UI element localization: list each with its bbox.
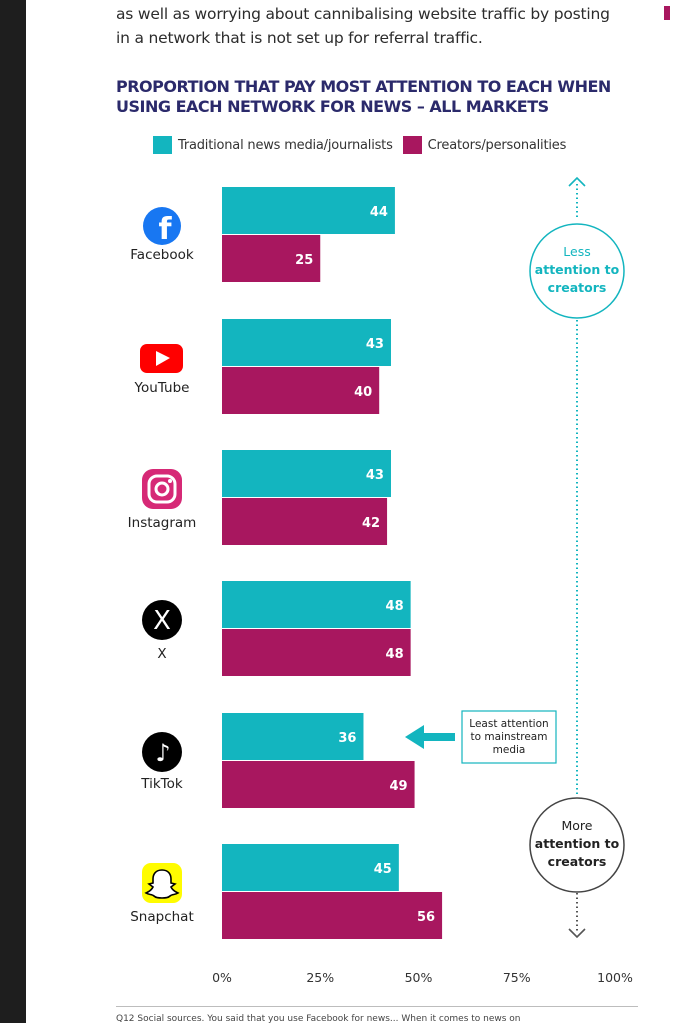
x-tick-label: 75% (503, 970, 531, 985)
bar-youtube-creators (222, 367, 380, 414)
bar-instagram-creators (222, 498, 388, 545)
bar-value-label: 42 (362, 516, 380, 531)
x-glyph: X (153, 606, 171, 636)
intro-paragraph: as well as worrying about cannibalising … (116, 2, 656, 50)
platform-label-snapchat: Snapchat (130, 909, 194, 925)
chart-title: PROPORTION THAT PAY MOST ATTENTION TO EA… (116, 77, 636, 117)
bar-tiktok-traditional (222, 713, 364, 760)
x-icon: X (142, 600, 182, 640)
bar-value-label: 44 (370, 205, 388, 220)
less-attention-text: Less (563, 244, 590, 259)
bottom-divider (116, 1006, 638, 1007)
legend-item-creators: Creators/personalities (402, 136, 567, 154)
youtube-play (156, 351, 170, 366)
bar-value-label: 56 (417, 910, 435, 925)
bar-youtube-traditional (222, 319, 391, 366)
chart-title-line: PROPORTION THAT PAY MOST ATTENTION TO EA… (116, 77, 611, 96)
callout-arrow-shaft (422, 733, 455, 741)
bar-snapchat-traditional (222, 844, 399, 891)
more-attention-text: More (562, 818, 593, 833)
snapchat-ghost (144, 869, 180, 899)
less-attention-text: attention to (535, 262, 620, 277)
bar-facebook-traditional (222, 187, 395, 234)
facebook-circle (143, 207, 181, 245)
instagram-lens (154, 481, 170, 497)
tiktok-circle (142, 732, 182, 772)
facebook-icon: f (143, 207, 181, 247)
less-attention-text: creators (548, 280, 607, 295)
callout-text: Least attention (469, 718, 548, 730)
x-tick-label: 100% (597, 970, 633, 985)
bar-value-label: 36 (338, 731, 356, 746)
chart-title-line: USING EACH NETWORK FOR NEWS – ALL MARKET… (116, 97, 549, 116)
snapchat-icon (142, 863, 182, 903)
x-tick-label: 50% (405, 970, 433, 985)
instagram-frame (147, 474, 177, 504)
bar-x-creators (222, 629, 411, 676)
legend-label-creators: Creators/personalities (427, 137, 567, 153)
more-attention-text: creators (548, 854, 607, 869)
instagram-icon (142, 469, 182, 509)
less-attention-circle (529, 223, 625, 319)
facebook-glyph: f (158, 212, 172, 247)
bar-value-label: 40 (354, 385, 372, 400)
platform-label-x: X (157, 646, 166, 662)
callout-text: media (493, 744, 526, 756)
tiktok-icon: ♪ (142, 732, 182, 772)
platform-label-youtube: YouTube (134, 380, 190, 396)
bar-instagram-traditional (222, 450, 391, 497)
callout-box (461, 710, 557, 764)
bar-value-label: 43 (366, 337, 384, 352)
legend-item-traditional: Traditional news media/journalists (153, 136, 393, 154)
bar-snapchat-creators (222, 892, 443, 939)
bar-value-label: 25 (295, 253, 313, 268)
callout-text: to mainstream (471, 731, 548, 743)
bar-tiktok-creators (222, 761, 415, 808)
youtube-icon (140, 344, 183, 373)
platform-label-tiktok: TikTok (140, 776, 183, 792)
x-circle (142, 600, 182, 640)
report-page: as well as worrying about cannibalising … (26, 0, 684, 1023)
chart-legend: Traditional news media/journalists Creat… (153, 136, 576, 154)
more-attention-circle (529, 797, 625, 893)
tiktok-glyph: ♪ (155, 739, 170, 767)
bar-value-label: 43 (366, 468, 384, 483)
instagram-dot (168, 479, 172, 483)
legend-swatch-creators (402, 136, 422, 154)
bar-value-label: 49 (389, 779, 407, 794)
bar-value-label: 48 (386, 599, 404, 614)
more-attention-text: attention to (535, 836, 620, 851)
intro-line: in a network that is not set up for refe… (116, 29, 483, 47)
footer-source-text: Q12 Social sources. You said that you us… (116, 1014, 521, 1023)
down-arrow-icon (568, 928, 586, 939)
intro-line: as well as worrying about cannibalising … (116, 5, 610, 23)
x-tick-label: 25% (306, 970, 334, 985)
bar-facebook-creators (222, 235, 321, 282)
x-tick-label: 0% (212, 970, 232, 985)
platform-label-facebook: Facebook (130, 247, 194, 263)
legend-swatch-traditional (153, 136, 172, 154)
left-arrow-icon (405, 725, 424, 749)
bar-value-label: 48 (386, 647, 404, 662)
platform-label-instagram: Instagram (128, 515, 197, 531)
adjacent-column-marker (664, 6, 670, 20)
bar-value-label: 45 (374, 862, 392, 877)
legend-label-traditional: Traditional news media/journalists (178, 137, 393, 153)
up-arrow-icon (568, 176, 586, 187)
bar-x-traditional (222, 581, 411, 628)
